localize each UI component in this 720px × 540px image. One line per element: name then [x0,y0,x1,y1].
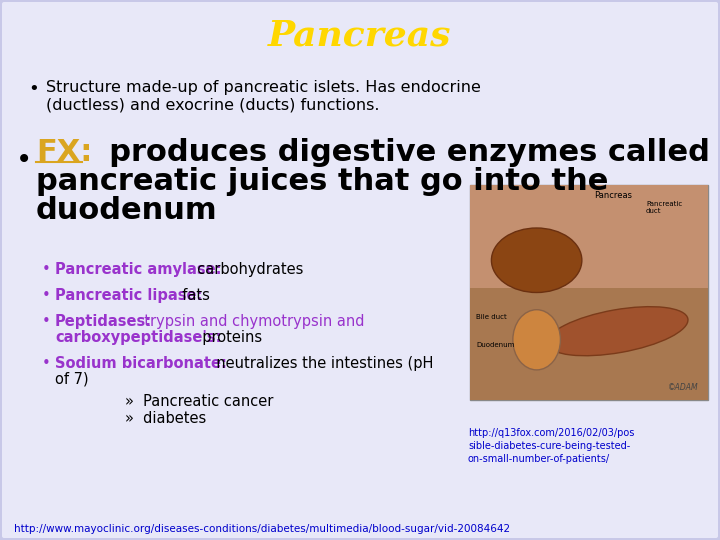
Text: Pancreatic
duct: Pancreatic duct [646,201,683,214]
Text: •: • [28,80,39,98]
Text: produces digestive enzymes called: produces digestive enzymes called [88,138,710,167]
Text: carboxypeptidase's:: carboxypeptidase's: [55,330,222,345]
Text: fats: fats [173,288,210,303]
Text: FX:: FX: [36,138,92,167]
Text: Pancreas: Pancreas [594,191,631,200]
Text: http://www.mayoclinic.org/diseases-conditions/diabetes/multimedia/blood-sugar/vi: http://www.mayoclinic.org/diseases-condi… [14,524,510,534]
FancyBboxPatch shape [470,185,708,400]
Text: http://q13fox.com/2016/02/03/pos
sible-diabetes-cure-being-tested-
on-small-numb: http://q13fox.com/2016/02/03/pos sible-d… [468,428,634,464]
Text: Sodium bicarbonate:: Sodium bicarbonate: [55,356,227,371]
Text: •: • [42,262,50,277]
FancyBboxPatch shape [470,185,708,288]
FancyBboxPatch shape [2,2,718,538]
Text: »  diabetes: » diabetes [125,411,206,426]
Text: ©ADAM: ©ADAM [668,383,698,392]
Text: •: • [42,314,50,329]
Text: Structure made-up of pancreatic islets. Has endocrine: Structure made-up of pancreatic islets. … [46,80,481,95]
Text: proteins: proteins [193,330,262,345]
Text: of 7): of 7) [55,372,89,387]
Text: •: • [16,146,32,174]
Text: (ductless) and exocrine (ducts) functions.: (ductless) and exocrine (ducts) function… [46,97,379,112]
Text: neutralizes the intestines (pH: neutralizes the intestines (pH [207,356,433,371]
Text: •: • [42,288,50,303]
Text: trypsin and chymotrypsin and: trypsin and chymotrypsin and [135,314,364,329]
Text: Pancreatic lipase:: Pancreatic lipase: [55,288,202,303]
Ellipse shape [513,310,560,370]
FancyBboxPatch shape [470,288,708,400]
Text: duodenum: duodenum [36,196,217,225]
Text: Peptidases:: Peptidases: [55,314,152,329]
Text: Duodenum: Duodenum [476,342,514,348]
Text: •: • [42,356,50,371]
Text: Pancreatic amylase:: Pancreatic amylase: [55,262,222,277]
Text: pancreatic juices that go into the: pancreatic juices that go into the [36,167,608,196]
Text: carbohydrates: carbohydrates [188,262,303,277]
Ellipse shape [547,307,688,356]
Ellipse shape [492,228,582,293]
Text: »  Pancreatic cancer: » Pancreatic cancer [125,394,274,409]
Text: Bile duct: Bile duct [476,314,507,320]
Text: Pancreas: Pancreas [269,19,451,53]
